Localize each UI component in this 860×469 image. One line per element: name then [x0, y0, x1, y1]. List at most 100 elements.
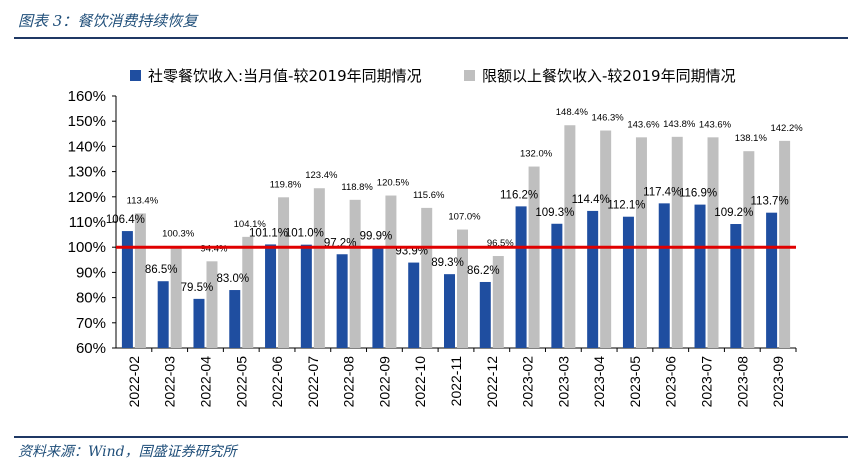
x-tick-label: 2022-03	[162, 356, 178, 408]
data-label-series1-2022-02: 106.4%	[106, 214, 145, 226]
x-tick-label: 2022-02	[126, 356, 142, 408]
data-label-series2-2022-11: 107.0%	[448, 212, 481, 223]
data-label-series1-2023-07: 116.9%	[679, 188, 717, 200]
x-tick-label: 2022-09	[376, 356, 392, 408]
x-tick-label: 2023-04	[591, 356, 607, 408]
data-label-series1-2022-04: 79.5%	[181, 282, 214, 294]
data-label-series1-2023-04: 114.4%	[572, 194, 610, 206]
y-tick-label: 60%	[76, 340, 106, 357]
data-label-series2-2023-05: 143.6%	[627, 119, 660, 130]
data-label-series2-2023-02: 132.0%	[520, 149, 553, 160]
data-label-series2-2023-06: 143.8%	[663, 119, 696, 130]
bottom-divider	[14, 436, 848, 438]
data-label-series2-2023-08: 138.1%	[735, 133, 768, 144]
x-tick-label: 2023-06	[663, 356, 679, 408]
data-label-series2-2022-02: 113.4%	[127, 195, 159, 206]
data-label-series1-2023-02: 116.2%	[500, 189, 538, 201]
data-label-series1-2022-03: 86.5%	[145, 264, 178, 276]
data-label-series1-2022-07: 101.0%	[285, 228, 324, 240]
data-label-series2-2022-03: 100.3%	[162, 228, 195, 239]
bar-series1-2023-02	[515, 206, 527, 348]
bar-series2-2022-04	[206, 261, 218, 348]
data-label-series2-2023-07: 143.6%	[699, 119, 732, 130]
bar-series1-2022-05	[229, 290, 241, 348]
bar-series1-2023-03	[551, 223, 563, 348]
x-tick-label: 2022-10	[412, 356, 428, 408]
x-tick-label: 2022-05	[233, 356, 249, 408]
bar-series1-2023-08	[730, 224, 742, 348]
bar-series1-2022-03	[157, 281, 169, 348]
bar-series1-2022-12	[479, 281, 491, 348]
bar-series2-2023-02	[528, 166, 540, 348]
bar-series2-2022-05	[242, 236, 254, 348]
bar-series1-2023-07	[694, 204, 706, 348]
data-label-series2-2022-07: 123.4%	[305, 170, 338, 181]
data-label-series1-2022-06: 101.1%	[249, 227, 288, 239]
y-tick-label: 130%	[68, 164, 106, 181]
data-label-series2-2022-12: 96.5%	[487, 238, 514, 249]
x-tick-label: 2022-12	[484, 356, 500, 408]
data-label-series2-2022-10: 115.6%	[413, 190, 445, 201]
bar-series1-2022-08	[336, 254, 348, 348]
data-label-series1-2022-09: 99.9%	[360, 230, 393, 242]
legend-label-1: 社零餐饮收入:当月值-较2019年同期情况	[148, 67, 422, 85]
bar-series1-2023-09	[766, 212, 778, 348]
data-label-series2-2023-09: 142.2%	[770, 123, 803, 134]
data-label-series1-2023-09: 113.7%	[751, 196, 789, 208]
bar-series2-2023-04	[600, 130, 612, 348]
y-tick-label: 140%	[68, 138, 106, 155]
y-tick-label: 70%	[76, 315, 106, 332]
bar-series2-2023-08	[743, 151, 755, 348]
bar-series2-2022-02	[134, 213, 146, 348]
bar-series2-2022-09	[385, 195, 397, 348]
bar-series1-2022-11	[444, 274, 455, 348]
bar-series2-2022-12	[492, 256, 504, 348]
bar-series1-2023-05	[622, 216, 634, 348]
bar-series1-2022-02	[121, 231, 133, 348]
data-label-series2-2023-03: 148.4%	[556, 107, 589, 118]
bar-series2-2022-10	[421, 207, 433, 348]
bar-series2-2022-06	[278, 197, 290, 348]
legend-swatch-1	[130, 70, 141, 81]
data-label-series2-2022-08: 118.8%	[341, 182, 373, 193]
x-tick-label: 2023-08	[734, 356, 750, 408]
bar-series2-2022-07	[313, 188, 325, 348]
figure-title: 图表 3：餐饮消费持续恢复	[18, 12, 198, 30]
x-tick-label: 2022-07	[305, 356, 321, 408]
data-label-series2-2022-09: 120.5%	[377, 178, 410, 189]
data-label-series1-2022-11: 89.3%	[431, 257, 464, 269]
bar-series1-2022-09	[372, 247, 384, 348]
top-divider	[14, 37, 848, 39]
bar-series2-2022-08	[349, 199, 361, 348]
legend-label-2: 限额以上餐饮收入-较2019年同期情况	[482, 67, 736, 85]
bar-series1-2023-06	[658, 203, 670, 348]
bar-series1-2022-06	[265, 244, 277, 348]
bar-series2-2022-11	[457, 229, 468, 348]
data-label-series2-2023-04: 146.3%	[592, 113, 625, 124]
bar-series2-2023-07	[707, 137, 719, 348]
x-tick-label: 2023-03	[555, 356, 571, 408]
bar-series1-2022-07	[300, 244, 312, 348]
y-tick-label: 80%	[76, 290, 106, 307]
x-tick-label: 2023-05	[627, 356, 643, 408]
x-tick-label: 2023-09	[770, 356, 786, 408]
bar-series1-2022-10	[408, 262, 420, 348]
bar-series1-2023-04	[587, 210, 599, 348]
bar-series1-2022-04	[193, 298, 205, 348]
x-tick-label: 2022-08	[341, 356, 357, 408]
data-label-series1-2023-08: 109.2%	[714, 207, 753, 219]
data-label-series1-2023-06: 117.4%	[643, 186, 681, 198]
x-tick-label: 2023-07	[699, 356, 715, 408]
y-tick-label: 90%	[76, 264, 106, 281]
data-label-series1-2022-05: 83.0%	[216, 273, 249, 285]
data-label-series1-2023-05: 112.1%	[607, 200, 645, 212]
x-tick-label: 2023-02	[520, 356, 536, 408]
data-label-series2-2022-06: 119.8%	[270, 179, 302, 190]
x-tick-label: 2022-04	[197, 356, 213, 408]
data-label-series2-2022-04: 94.4%	[201, 243, 228, 254]
data-label-series1-2022-12: 86.2%	[467, 265, 500, 277]
y-tick-label: 160%	[68, 88, 106, 105]
bar-series2-2023-09	[779, 140, 791, 348]
x-tick-label: 2022-06	[269, 356, 285, 408]
